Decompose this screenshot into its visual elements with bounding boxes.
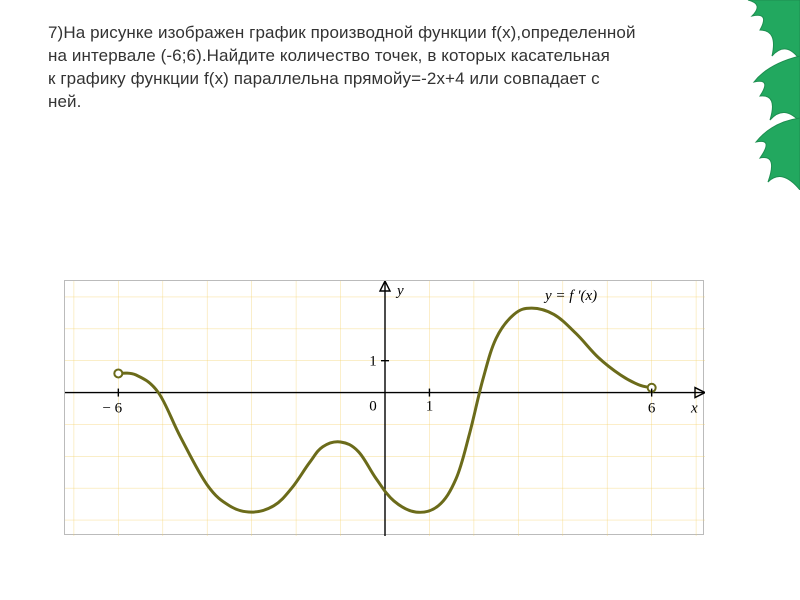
svg-text:6: 6 — [648, 401, 656, 417]
problem-line-2: на интервале (-6;6).Найдите количество т… — [48, 46, 610, 65]
problem-line-1: 7)На рисунке изображен график производно… — [48, 23, 636, 42]
problem-line-3: к графику функции f(x) параллельна прямо… — [48, 69, 600, 88]
svg-text:− 6: − 6 — [102, 401, 122, 417]
slide: 7)На рисунке изображен график производно… — [0, 0, 800, 600]
derivative-chart: − 6 0 1 6 1 y x y = f ′(x) — [64, 280, 704, 535]
problem-text: 7)На рисунке изображен график производно… — [48, 22, 708, 114]
svg-text:y: y — [395, 283, 404, 299]
svg-text:0: 0 — [369, 399, 377, 415]
svg-text:x: x — [690, 401, 698, 417]
chart-svg: − 6 0 1 6 1 y x y = f ′(x) — [65, 281, 705, 536]
svg-text:y = f ′(x): y = f ′(x) — [543, 288, 597, 304]
svg-text:1: 1 — [426, 399, 434, 415]
problem-line-4: ней. — [48, 92, 81, 111]
svg-text:1: 1 — [369, 354, 377, 370]
